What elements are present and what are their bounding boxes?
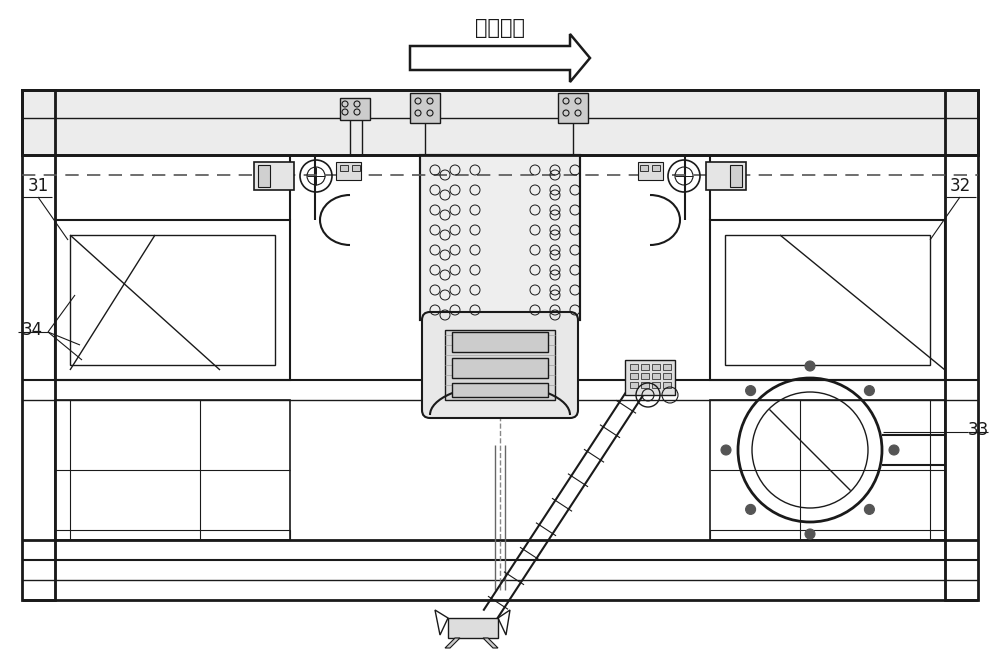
Text: 33: 33 (968, 421, 989, 439)
Bar (55, 530, 290, 540)
Bar (710, 220, 945, 380)
Bar (336, 162, 361, 180)
Bar (452, 358, 548, 378)
Circle shape (805, 361, 815, 371)
Polygon shape (483, 638, 498, 648)
Bar (652, 373, 660, 379)
Bar (70, 235, 275, 365)
Circle shape (864, 504, 874, 515)
Bar (652, 382, 660, 388)
Bar (725, 235, 930, 365)
Bar (420, 155, 580, 320)
Circle shape (805, 529, 815, 539)
Polygon shape (410, 34, 590, 82)
Text: 34: 34 (21, 321, 43, 339)
Circle shape (889, 445, 899, 455)
Bar (55, 220, 290, 380)
Text: 轧制方向: 轧制方向 (475, 18, 525, 38)
Bar (22, 90, 978, 155)
Bar (630, 364, 638, 370)
Bar (254, 162, 294, 190)
Bar (448, 618, 498, 638)
Bar (452, 383, 548, 397)
Bar (420, 155, 580, 320)
Bar (730, 165, 742, 187)
Bar (641, 364, 649, 370)
Bar (640, 165, 648, 171)
FancyBboxPatch shape (422, 312, 578, 418)
Bar (706, 162, 746, 190)
Bar (652, 165, 660, 171)
Bar (340, 165, 348, 171)
Circle shape (746, 504, 756, 515)
Bar (663, 373, 671, 379)
Bar (22, 90, 978, 155)
Bar (258, 165, 270, 187)
Bar (410, 93, 440, 123)
Bar (452, 332, 548, 352)
Bar (652, 364, 660, 370)
Bar (55, 400, 290, 540)
Bar (352, 165, 360, 171)
Bar (445, 330, 555, 400)
Bar (340, 98, 370, 120)
Polygon shape (445, 638, 460, 648)
Bar (630, 373, 638, 379)
Bar (663, 364, 671, 370)
Bar (663, 382, 671, 388)
Bar (558, 93, 588, 123)
Circle shape (721, 445, 731, 455)
Bar (641, 382, 649, 388)
Bar (945, 90, 978, 600)
Text: 32: 32 (949, 177, 971, 195)
Circle shape (746, 386, 756, 396)
Bar (638, 162, 663, 180)
Bar (625, 360, 675, 395)
Bar (22, 90, 55, 600)
Bar (630, 382, 638, 388)
Bar (641, 373, 649, 379)
Bar (710, 400, 945, 540)
Circle shape (864, 386, 874, 396)
Bar (710, 530, 945, 540)
Text: 31: 31 (27, 177, 49, 195)
